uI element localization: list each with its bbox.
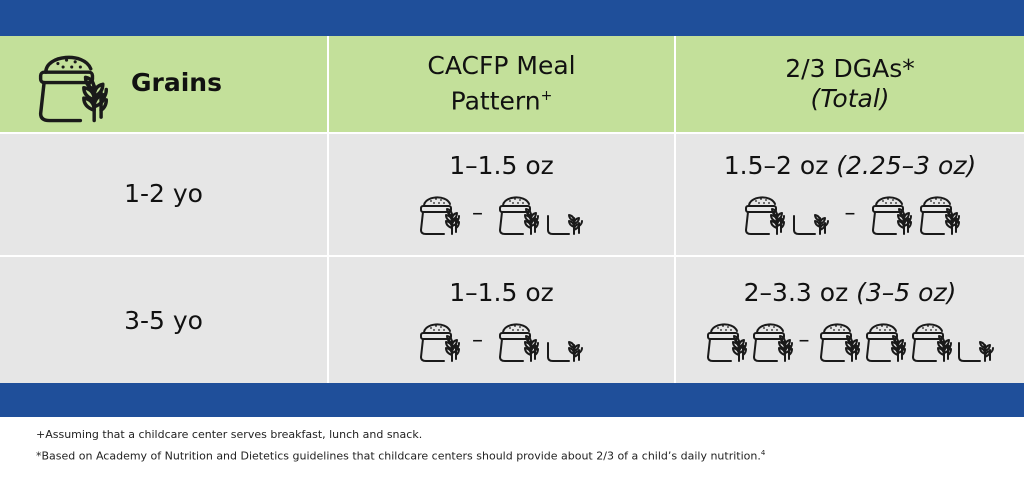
half-grain-sack-icon <box>543 339 587 363</box>
grain-sack-icon <box>741 192 785 236</box>
dga-value: 2–3.3 oz <box>743 277 849 307</box>
serving-icons: – <box>416 319 587 363</box>
range-dash: – <box>844 201 856 226</box>
grain-sack-icon <box>703 319 747 363</box>
cacfp-heading: CACFP Meal Pattern+ <box>329 36 674 132</box>
dga-heading: 2/3 DGAs* (Total) <box>676 36 1024 132</box>
row-divider <box>0 132 1024 134</box>
cacfp-cell: 1–1.5 oz – <box>329 257 674 383</box>
grain-sack-icon <box>816 319 860 363</box>
column-divider <box>327 36 329 383</box>
age-cell: 1-2 yo <box>0 132 327 255</box>
top-band <box>0 0 1024 36</box>
cacfp-amount: 1–1.5 oz <box>449 151 554 180</box>
range-dash: – <box>798 327 810 353</box>
column-divider <box>674 36 676 383</box>
dga-heading-line1: 2/3 DGAs* <box>785 54 915 83</box>
cacfp-cell: 1–1.5 oz – <box>329 132 674 255</box>
footnote-ref: 4 <box>760 449 766 457</box>
half-grain-sack-icon <box>789 212 833 236</box>
table-row <box>0 257 1024 383</box>
footnote-star-text: *Based on Academy of Nutrition and Diete… <box>36 449 761 463</box>
age-label: 3-5 yo <box>124 305 203 335</box>
footnote-star: *Based on Academy of Nutrition and Diete… <box>36 449 765 463</box>
cacfp-heading-line1: CACFP Meal <box>427 51 576 81</box>
dga-cell: 1.5–2 oz (2.25–3 oz) – <box>676 132 1024 255</box>
dga-amount: 2–3.3 oz (3–5 oz) <box>744 278 957 307</box>
row-divider <box>0 255 1024 257</box>
dga-amount: 1.5–2 oz (2.25–3 oz) <box>724 151 976 180</box>
grain-sack-icon <box>908 319 952 363</box>
grain-sack-icon <box>749 319 793 363</box>
grain-sack-icon <box>868 192 912 236</box>
serving-icons: – <box>703 319 998 363</box>
grain-sack-icon <box>416 192 460 236</box>
plus-marker: + <box>540 88 553 105</box>
header-row <box>0 36 1024 132</box>
grains-heading: Grains <box>131 68 222 97</box>
footnote-plus: +Assuming that a childcare center serves… <box>36 428 423 441</box>
grain-sack-icon <box>495 192 539 236</box>
age-label: 1-2 yo <box>124 179 203 208</box>
dga-cell: 2–3.3 oz (3–5 oz) – <box>676 257 1024 383</box>
grain-sack-icon <box>916 192 960 236</box>
dga-total-value: (2.25–3 oz) <box>836 151 977 180</box>
grain-sack-icon <box>862 319 906 363</box>
serving-icons: – <box>416 192 587 236</box>
grain-sack-icon <box>32 48 108 124</box>
age-cell: 3-5 yo <box>0 257 327 383</box>
cacfp-heading-line2: Pattern <box>450 86 541 116</box>
bottom-band <box>0 383 1024 417</box>
range-dash: – <box>472 201 483 226</box>
half-grain-sack-icon <box>954 339 998 363</box>
range-dash: – <box>472 327 483 353</box>
dga-total-value: (3–5 oz) <box>856 277 957 307</box>
dga-heading-total: (Total) <box>810 84 890 113</box>
cacfp-amount: 1–1.5 oz <box>449 277 554 307</box>
grains-comparison-table: Grains CACFP Meal Pattern+ 2/3 DGAs* (To… <box>0 36 1024 383</box>
serving-icons: – <box>741 192 960 236</box>
grain-sack-icon <box>416 319 460 363</box>
half-grain-sack-icon <box>543 212 587 236</box>
dga-value: 1.5–2 oz <box>723 151 829 180</box>
grain-sack-icon <box>495 319 539 363</box>
